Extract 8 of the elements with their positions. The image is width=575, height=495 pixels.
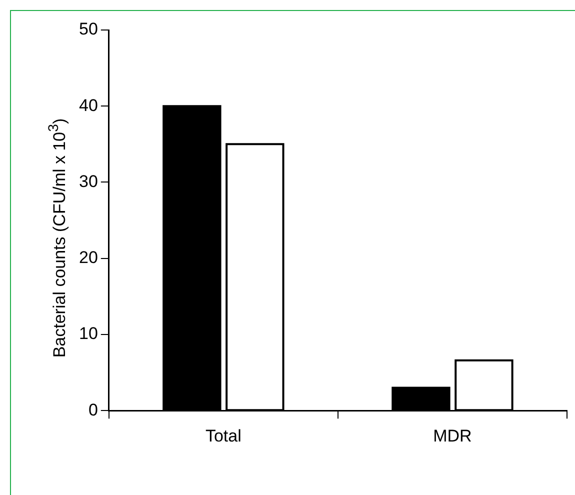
y-tick-label: 30	[78, 172, 98, 191]
y-tick-label: 40	[78, 96, 98, 115]
x-tick-label: Total	[205, 426, 242, 446]
y-tick-label: 50	[78, 20, 98, 39]
y-tick-label: 0	[88, 400, 98, 420]
y-tick-label: 10	[78, 324, 98, 344]
y-tick-label: 20	[78, 248, 98, 268]
x-tick-label: MDR	[433, 426, 472, 446]
